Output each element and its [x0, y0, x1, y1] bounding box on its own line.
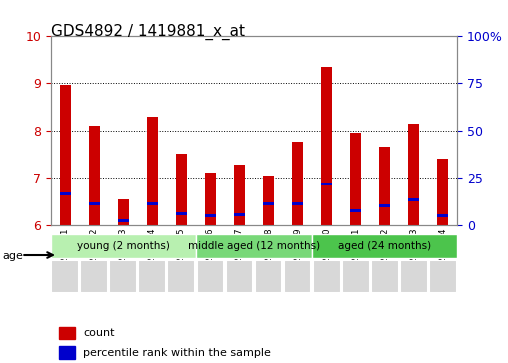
Bar	[379, 147, 391, 225]
Bar	[437, 214, 449, 217]
Text: GDS4892 / 1419881_x_at: GDS4892 / 1419881_x_at	[51, 24, 245, 40]
FancyBboxPatch shape	[197, 260, 225, 293]
FancyBboxPatch shape	[226, 260, 253, 293]
FancyBboxPatch shape	[168, 260, 196, 293]
Text: young (2 months): young (2 months)	[77, 241, 170, 251]
Bar	[234, 213, 245, 216]
Bar	[350, 133, 361, 225]
Bar	[263, 203, 274, 205]
Bar	[205, 214, 216, 217]
FancyBboxPatch shape	[255, 260, 282, 293]
Bar	[59, 327, 75, 339]
Bar	[408, 123, 420, 225]
Bar	[117, 219, 129, 222]
FancyBboxPatch shape	[51, 234, 196, 258]
Bar	[147, 117, 158, 225]
Text: count: count	[83, 329, 115, 338]
Bar	[117, 199, 129, 225]
Bar	[176, 212, 187, 215]
FancyBboxPatch shape	[429, 260, 457, 293]
FancyBboxPatch shape	[312, 234, 457, 258]
FancyBboxPatch shape	[342, 260, 369, 293]
Bar	[205, 173, 216, 225]
Text: age: age	[3, 251, 23, 261]
Bar	[321, 67, 332, 225]
Bar	[263, 176, 274, 225]
FancyBboxPatch shape	[51, 260, 79, 293]
Bar	[88, 203, 100, 205]
Bar	[176, 154, 187, 225]
Bar	[350, 209, 361, 212]
Bar	[437, 159, 449, 225]
Bar	[147, 203, 158, 205]
FancyBboxPatch shape	[312, 260, 340, 293]
Bar	[292, 203, 303, 205]
FancyBboxPatch shape	[400, 260, 428, 293]
Bar	[292, 143, 303, 225]
Bar	[234, 165, 245, 225]
Text: aged (24 months): aged (24 months)	[338, 241, 431, 251]
FancyBboxPatch shape	[196, 234, 312, 258]
Bar	[59, 346, 75, 359]
Bar	[59, 192, 71, 195]
FancyBboxPatch shape	[80, 260, 108, 293]
Bar	[88, 126, 100, 225]
Text: percentile rank within the sample: percentile rank within the sample	[83, 348, 271, 358]
FancyBboxPatch shape	[371, 260, 399, 293]
Text: middle aged (12 months): middle aged (12 months)	[188, 241, 320, 251]
Bar	[59, 85, 71, 225]
FancyBboxPatch shape	[139, 260, 166, 293]
FancyBboxPatch shape	[283, 260, 311, 293]
FancyBboxPatch shape	[109, 260, 137, 293]
Bar	[408, 198, 420, 200]
Bar	[321, 183, 332, 185]
Bar	[379, 204, 391, 207]
